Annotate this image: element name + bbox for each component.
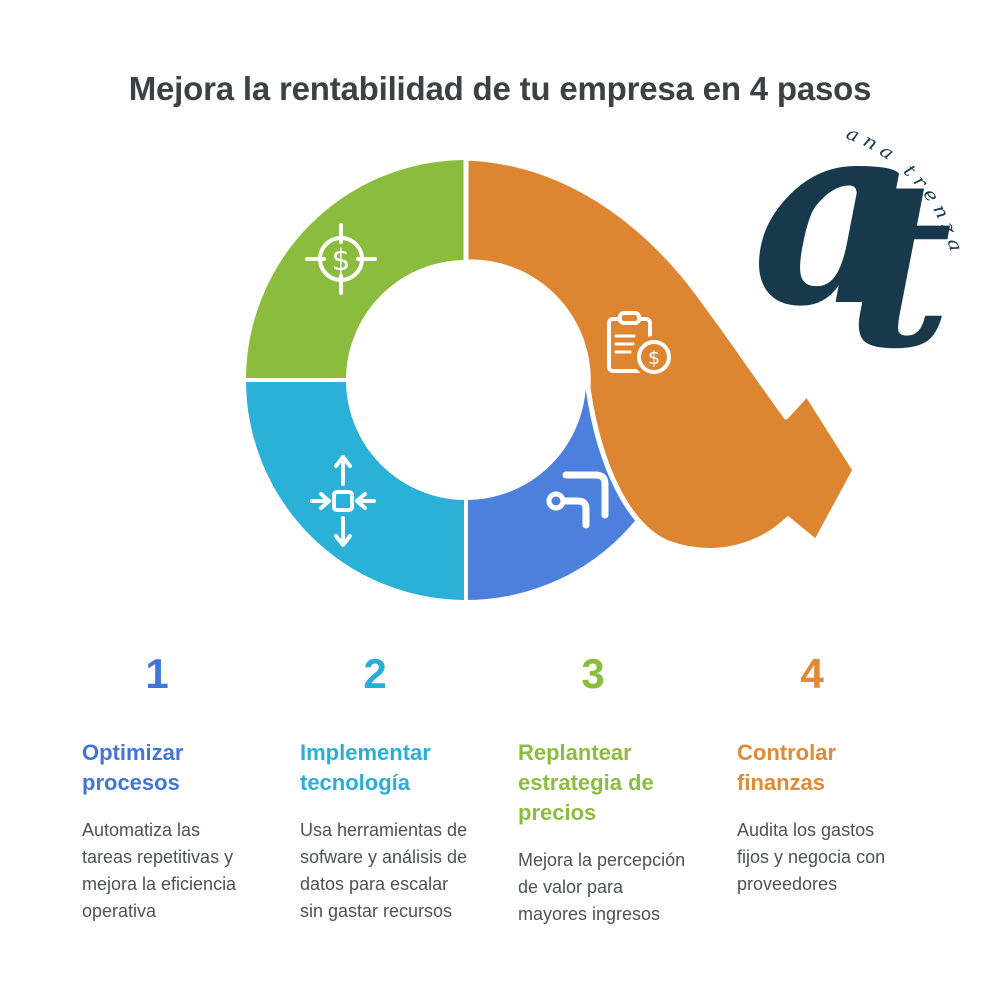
step-number: 3 xyxy=(581,650,605,697)
invoice-dollar-icon: $ xyxy=(607,311,675,378)
step-number: 1 xyxy=(145,650,169,697)
target-dollar-glyph: $ xyxy=(332,243,350,277)
step-number: 2 xyxy=(363,650,387,697)
step-column-1: 1 Optimizar procesos Automatiza las tare… xyxy=(82,652,288,925)
step-description: Usa herramientas de sofware y análisis d… xyxy=(300,820,468,921)
step-title: Controlar finanzas xyxy=(737,740,836,795)
logo: ana trenza a t xyxy=(752,64,963,400)
step-column-2: 2 Implementar tecnología Usa herramienta… xyxy=(300,652,506,925)
step-number: 4 xyxy=(800,650,824,697)
step-description: Audita los gastos fijos y negocia con pr… xyxy=(737,820,886,894)
step-column-3: 3 Replantear estrategia de precios Mejor… xyxy=(518,652,724,928)
logo-mark-t: t xyxy=(846,130,952,400)
step-title: Implementar tecnología xyxy=(300,740,431,795)
segment-green xyxy=(241,155,468,382)
resize-arrows-icon xyxy=(310,455,376,547)
step-title: Optimizar procesos xyxy=(82,740,184,795)
step-description: Mejora la percepción de valor para mayor… xyxy=(518,850,686,924)
coin-dollar-glyph: $ xyxy=(648,347,660,369)
step-column-4: 4 Controlar finanzas Audita los gastos f… xyxy=(737,652,943,898)
step-title: Replantear estrategia de precios xyxy=(518,740,654,825)
segment-cyan xyxy=(241,378,468,605)
step-description: Automatiza las tareas repetitivas y mejo… xyxy=(82,820,237,921)
target-dollar-icon: $ xyxy=(305,223,377,295)
logo-mark-a: a xyxy=(752,64,917,363)
growth-arrows-icon xyxy=(546,471,609,529)
page-title: Mejora la rentabilidad de tu empresa en … xyxy=(128,70,872,107)
